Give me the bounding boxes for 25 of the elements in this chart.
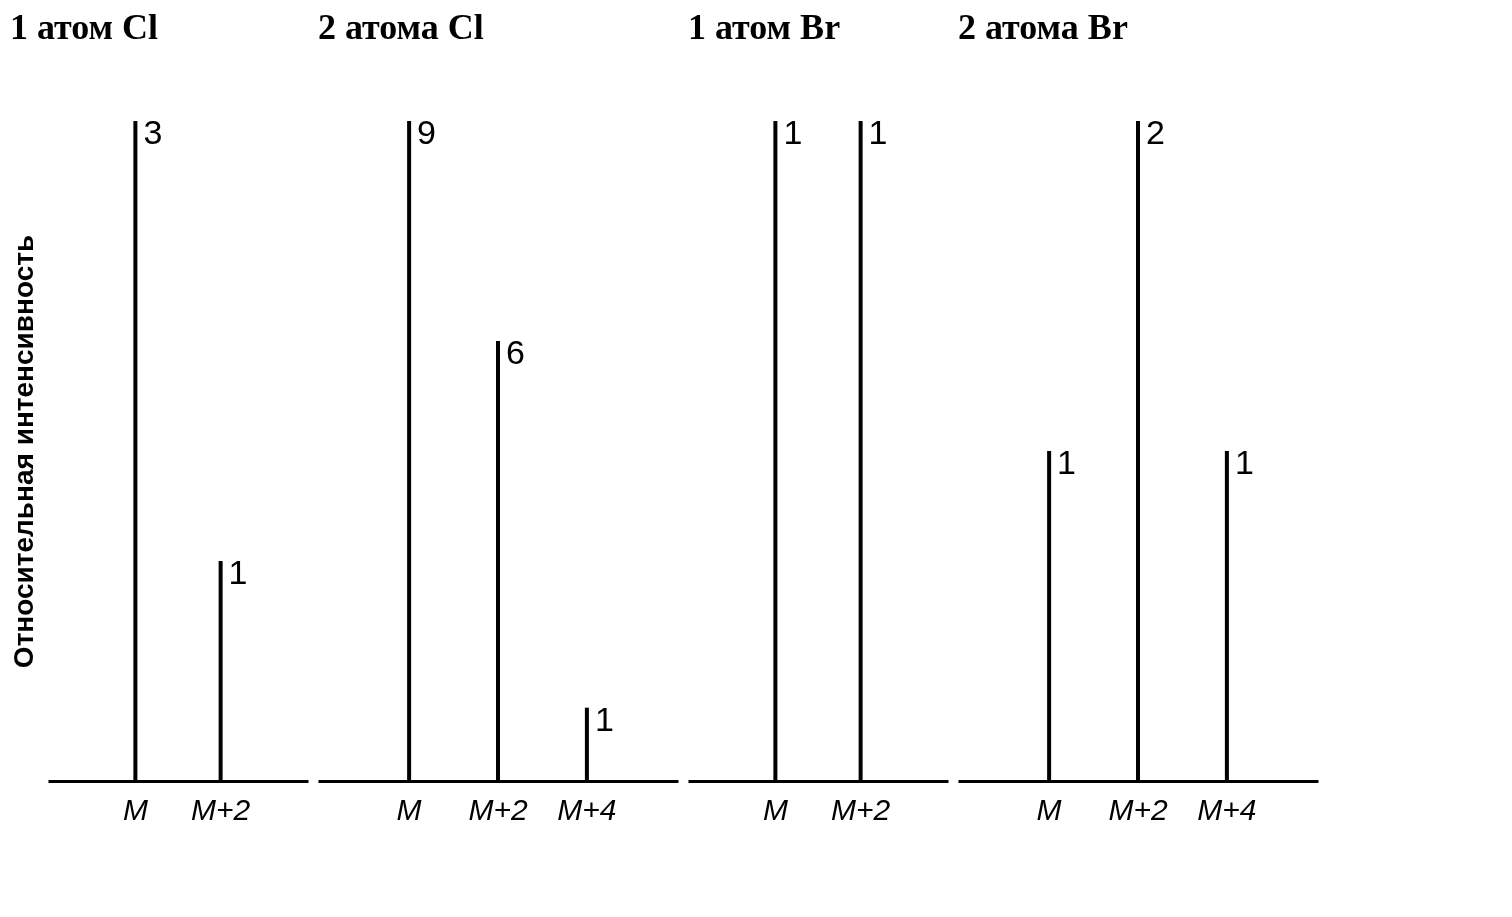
chart-title: 1 атом Br: [688, 7, 841, 47]
x-tick-label: M: [396, 792, 422, 826]
x-tick-label: M+2: [468, 792, 528, 826]
x-tick-label: M: [1036, 792, 1062, 826]
chart-title: 1 атом Cl: [10, 7, 159, 47]
x-tick-label: M+4: [557, 792, 617, 826]
chart-title: 2 атома Br: [958, 7, 1128, 47]
y-axis-title: Относительная интенсивность: [7, 234, 39, 669]
data-label: 1: [1234, 443, 1254, 481]
chart-title: 2 атома Cl: [318, 7, 484, 47]
data-label: 1: [228, 553, 248, 591]
x-tick-label: M+2: [191, 792, 251, 826]
x-tick-label: M: [122, 792, 148, 826]
data-label: 1: [1057, 443, 1077, 481]
data-label: 1: [783, 113, 803, 151]
data-label: 1: [868, 113, 888, 151]
x-tick-label: M: [762, 792, 788, 826]
data-label: 6: [506, 333, 525, 371]
data-label: 1: [594, 699, 614, 738]
data-label: 9: [417, 113, 437, 151]
data-label: 3: [143, 113, 163, 151]
x-tick-label: M+4: [1197, 792, 1257, 826]
data-label: 2: [1146, 113, 1165, 151]
x-tick-label: M+2: [831, 792, 891, 826]
x-tick-label: M+2: [1108, 792, 1168, 826]
